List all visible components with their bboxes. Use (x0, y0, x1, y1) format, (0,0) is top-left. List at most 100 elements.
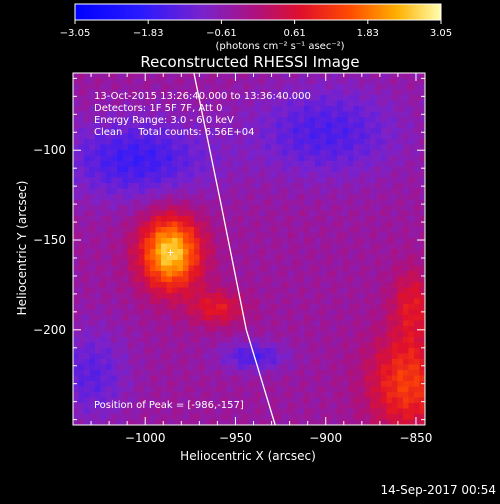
heatmap-cell (128, 386, 134, 393)
heatmap-cell (419, 364, 425, 371)
heatmap-cell (216, 320, 222, 327)
heatmap-cell (276, 331, 283, 338)
heatmap-cell (166, 364, 173, 371)
heatmap-cell (194, 133, 200, 140)
heatmap-cell (386, 331, 393, 338)
heatmap-cell (304, 199, 310, 206)
heatmap-cell (111, 364, 118, 371)
heatmap-cell (150, 227, 156, 233)
heatmap-cell (353, 243, 360, 250)
heatmap-cell (73, 194, 79, 200)
heatmap-cell (106, 348, 112, 354)
heatmap-cell (111, 221, 118, 228)
heatmap-cell (271, 403, 277, 409)
heatmap-cell (254, 232, 261, 239)
heatmap-cell (375, 216, 382, 222)
heatmap-cell (227, 78, 233, 85)
heatmap-cell (419, 84, 425, 90)
heatmap-cell (150, 194, 156, 200)
heatmap-cell (117, 326, 123, 332)
heatmap-cell (414, 419, 420, 425)
heatmap-cell (117, 177, 123, 184)
heatmap-cell (128, 271, 134, 277)
heatmap-cell (381, 348, 387, 354)
heatmap-cell (139, 73, 145, 79)
heatmap-cell (100, 238, 107, 244)
heatmap-cell (78, 397, 85, 404)
heatmap-cell (414, 309, 420, 316)
heatmap-cell (172, 364, 178, 371)
heatmap-cell (188, 199, 195, 206)
heatmap-cell (166, 254, 173, 261)
heatmap-cell (227, 348, 233, 354)
heatmap-cell (298, 260, 305, 266)
heatmap-cell (205, 73, 211, 79)
heatmap-cell (166, 276, 173, 283)
heatmap-cell (337, 150, 343, 156)
heatmap-cell (381, 205, 387, 211)
heatmap-cell (150, 304, 156, 310)
heatmap-cell (183, 243, 189, 250)
heatmap-cell (106, 331, 112, 338)
heatmap-cell (227, 254, 233, 261)
heatmap-cell (249, 221, 255, 228)
heatmap-cell (375, 304, 382, 310)
heatmap-cell (293, 199, 299, 206)
heatmap-cell (232, 298, 239, 305)
heatmap-cell (172, 320, 178, 327)
heatmap-cell (243, 166, 250, 173)
heatmap-cell (342, 188, 349, 195)
heatmap-cell (408, 364, 415, 371)
heatmap-cell (243, 381, 250, 387)
heatmap-cell (364, 139, 371, 145)
heatmap-cell (348, 161, 354, 167)
heatmap-cell (419, 342, 425, 349)
heatmap-cell (375, 238, 382, 244)
heatmap-cell (221, 100, 228, 107)
heatmap-cell (194, 419, 200, 425)
heatmap-cell (381, 210, 387, 217)
heatmap-cell (73, 392, 79, 398)
heatmap-cell (298, 370, 305, 376)
heatmap-cell (276, 84, 283, 90)
heatmap-cell (348, 216, 354, 222)
heatmap-cell (73, 243, 79, 250)
heatmap-cell (320, 210, 327, 217)
heatmap-cell (265, 166, 272, 173)
heatmap-cell (177, 342, 184, 349)
heatmap-cell (111, 238, 118, 244)
heatmap-cell (254, 287, 261, 294)
heatmap-cell (304, 260, 310, 266)
heatmap-cell (276, 243, 283, 250)
heatmap-cell (282, 78, 288, 85)
heatmap-cell (78, 95, 85, 101)
heatmap-cell (370, 386, 376, 393)
heatmap-cell (78, 337, 85, 343)
heatmap-cell (392, 309, 398, 316)
heatmap-cell (359, 122, 365, 129)
heatmap-cell (117, 150, 123, 156)
heatmap-cell (287, 188, 294, 195)
heatmap-cell (133, 403, 140, 409)
heatmap-cell (298, 172, 305, 178)
heatmap-cell (397, 386, 404, 393)
heatmap-cell (221, 304, 228, 310)
heatmap-cell (337, 128, 343, 134)
heatmap-cell (199, 282, 206, 288)
heatmap-cell (370, 348, 376, 354)
heatmap-cell (216, 293, 222, 299)
heatmap-cell (89, 249, 96, 255)
heatmap-cell (78, 106, 85, 112)
heatmap-cell (106, 326, 112, 332)
heatmap-cell (309, 216, 316, 222)
heatmap-cell (386, 392, 393, 398)
heatmap-cell (309, 342, 316, 349)
heatmap-cell (117, 205, 123, 211)
heatmap-cell (133, 166, 140, 173)
heatmap-cell (122, 326, 129, 332)
heatmap-cell (166, 375, 173, 382)
heatmap-cell (359, 304, 365, 310)
heatmap-cell (359, 221, 365, 228)
heatmap-cell (348, 95, 354, 101)
heatmap-cell (364, 386, 371, 393)
